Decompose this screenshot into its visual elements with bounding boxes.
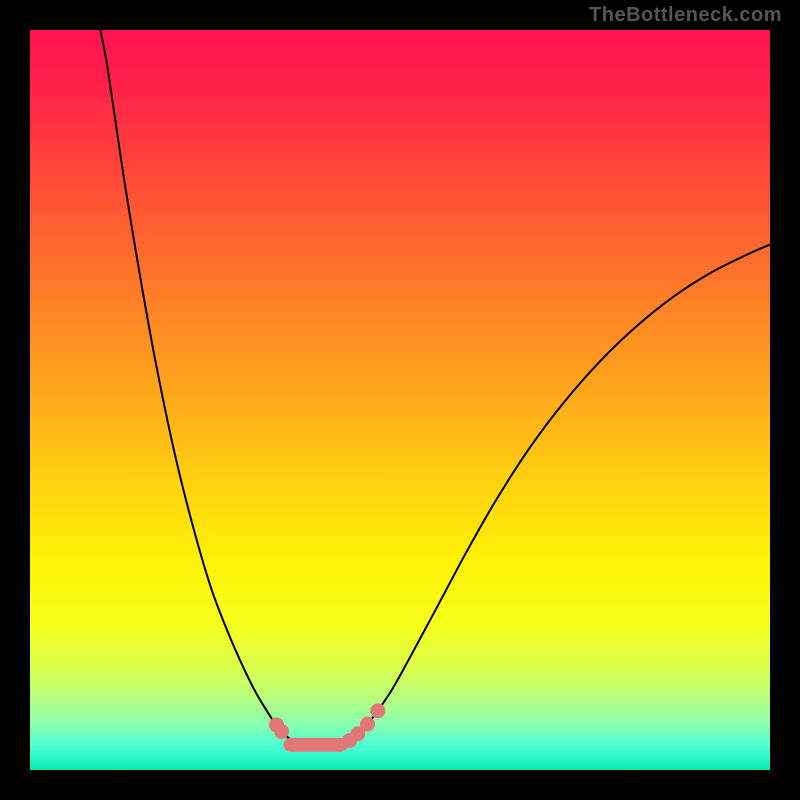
plot-background-gradient xyxy=(30,30,770,770)
bottleneck-chart xyxy=(0,0,800,800)
valley-marker xyxy=(371,704,385,718)
chart-frame: TheBottleneck.com xyxy=(0,0,800,800)
watermark-text: TheBottleneck.com xyxy=(589,4,782,27)
valley-marker xyxy=(360,717,374,731)
valley-marker xyxy=(275,725,289,739)
